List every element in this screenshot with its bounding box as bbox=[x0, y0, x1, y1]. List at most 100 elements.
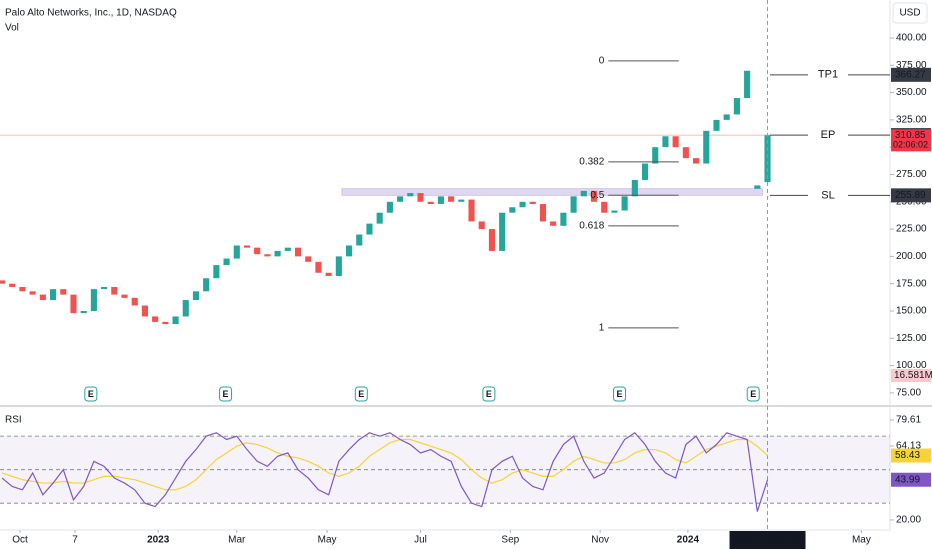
level-box bbox=[891, 188, 931, 203]
candle-body bbox=[192, 291, 200, 301]
rsi-value-box bbox=[891, 472, 931, 487]
candle-body bbox=[754, 185, 761, 189]
rsi-tick-label: 64.13 bbox=[896, 441, 921, 452]
candle-body bbox=[713, 119, 720, 131]
x-tick-label: Nov bbox=[591, 535, 609, 546]
candle-body bbox=[29, 291, 36, 295]
countdown: 02:06:02 bbox=[893, 140, 928, 150]
volume-label: Vol bbox=[5, 23, 19, 34]
x-tick-label: Mar bbox=[228, 535, 246, 546]
candle-body bbox=[621, 196, 628, 211]
candle-body bbox=[682, 147, 689, 159]
level-label-bg bbox=[808, 67, 848, 82]
candle-body bbox=[9, 283, 16, 287]
candle-body bbox=[376, 212, 383, 224]
zone bbox=[341, 188, 763, 196]
candle-body bbox=[397, 196, 404, 202]
fib-label: 0.382 bbox=[579, 157, 604, 168]
candle-body bbox=[172, 316, 179, 325]
rsi-line bbox=[1, 432, 769, 512]
candle-body bbox=[611, 210, 618, 213]
candle-body bbox=[570, 196, 577, 213]
candle-body bbox=[39, 294, 46, 301]
candle-body bbox=[131, 297, 138, 306]
candle-body bbox=[121, 294, 128, 298]
candle-body bbox=[601, 201, 608, 213]
candle-body bbox=[141, 305, 148, 317]
candle-body bbox=[550, 221, 557, 226]
candle-body bbox=[111, 286, 118, 295]
candle-body bbox=[631, 179, 638, 197]
candle-body bbox=[366, 223, 373, 235]
earnings-label: E bbox=[617, 389, 623, 399]
candle-body bbox=[345, 245, 353, 257]
candle-body bbox=[152, 316, 159, 322]
level-name: EP bbox=[821, 129, 836, 141]
fib-label: 0.618 bbox=[579, 220, 604, 231]
cursor-box bbox=[729, 531, 806, 549]
earnings-marker bbox=[219, 386, 233, 402]
candle-body bbox=[499, 212, 506, 251]
candle-body bbox=[223, 258, 230, 266]
candle-body bbox=[274, 250, 281, 257]
rsi-value: 58.43 bbox=[895, 450, 920, 461]
x-tick-label: 2024 bbox=[677, 535, 700, 546]
plot bbox=[0, 70, 890, 325]
candle-body bbox=[243, 245, 251, 248]
last-price-box bbox=[891, 129, 931, 152]
currency-button[interactable] bbox=[892, 2, 928, 24]
rsi-tick-label: 79.61 bbox=[896, 415, 921, 426]
volume-value: 16.581M bbox=[894, 370, 932, 381]
x-tick-label: May bbox=[852, 535, 871, 546]
candle-body bbox=[641, 163, 649, 180]
candle-body bbox=[488, 229, 496, 251]
x-tick-label: Oct bbox=[12, 535, 28, 546]
y-tick-label: 350.00 bbox=[896, 87, 927, 98]
level-label-bg bbox=[808, 128, 848, 143]
level-name: TP1 bbox=[818, 69, 838, 81]
y-tick-label: 150.00 bbox=[896, 306, 927, 317]
y-tick-label: 325.00 bbox=[896, 115, 927, 126]
candle-body bbox=[305, 256, 312, 262]
candle-body bbox=[458, 199, 465, 202]
fib-label: 0.5 bbox=[590, 190, 604, 201]
level-name: SL bbox=[821, 189, 834, 201]
candle-body bbox=[233, 245, 240, 259]
candle-body bbox=[50, 289, 57, 301]
candle-body bbox=[723, 114, 730, 120]
rsi-value: 43.99 bbox=[895, 474, 920, 485]
candle-body bbox=[213, 265, 220, 279]
level-value: 366.27 bbox=[895, 69, 926, 80]
candle-body bbox=[590, 190, 598, 202]
candle-body bbox=[652, 147, 659, 164]
y-tick-label: 375.00 bbox=[896, 60, 927, 71]
x-tick-label: 2023 bbox=[147, 535, 170, 546]
y-tick-label: 75.00 bbox=[896, 388, 921, 399]
level-box bbox=[891, 67, 931, 82]
candle-body bbox=[693, 158, 700, 164]
x-tick-label: Jul bbox=[414, 535, 427, 546]
candle-body bbox=[744, 70, 751, 99]
candle-body bbox=[764, 135, 771, 183]
candle-body bbox=[560, 212, 567, 226]
earnings-label: E bbox=[88, 389, 94, 399]
earnings-marker bbox=[746, 386, 760, 402]
x-tick-label: 7 bbox=[72, 535, 78, 546]
level-value: 255.89 bbox=[895, 190, 926, 201]
y-tick-label: 225.00 bbox=[896, 224, 927, 235]
candle-body bbox=[0, 280, 6, 284]
volume-box bbox=[891, 369, 931, 382]
x-tick-label: Sep bbox=[501, 535, 519, 546]
candle-body bbox=[70, 294, 77, 314]
earnings-label: E bbox=[486, 389, 492, 399]
candle-body bbox=[662, 136, 669, 148]
fib-label: 1 bbox=[599, 323, 605, 334]
earnings-marker bbox=[354, 386, 368, 402]
chart-title: Palo Alto Networks, Inc., 1D, NASDAQ bbox=[5, 8, 177, 19]
candle-body bbox=[407, 193, 414, 197]
fib-label: 0 bbox=[599, 56, 605, 67]
candle-body bbox=[335, 256, 342, 277]
cursor-label: Tue 27 Feb '24 bbox=[734, 535, 801, 546]
rsi-tick-label: 20.00 bbox=[896, 515, 921, 526]
